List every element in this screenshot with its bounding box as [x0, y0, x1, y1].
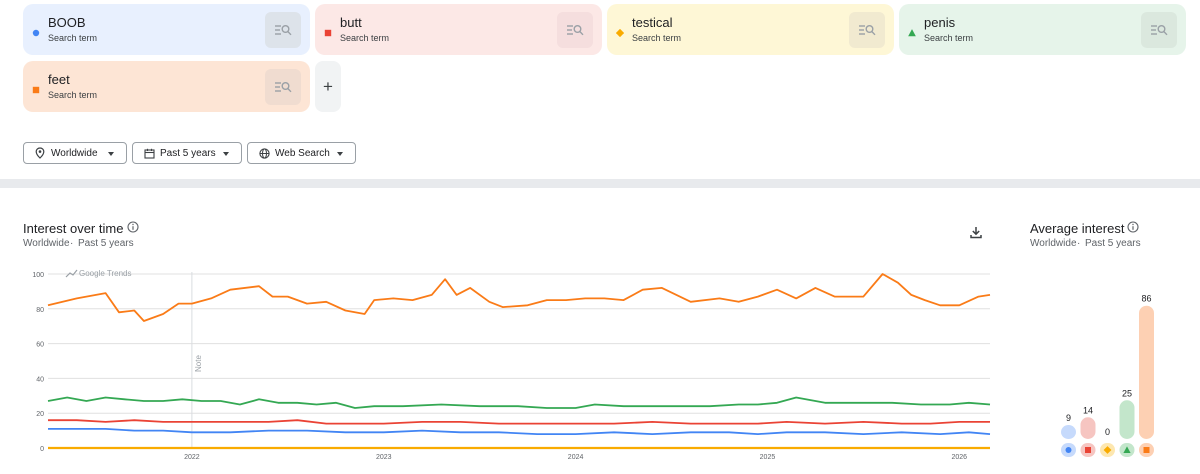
bar-value-label: 86: [1141, 294, 1151, 304]
average-bar-boob[interactable]: [1061, 425, 1076, 439]
x-tick-label: 2022: [184, 454, 200, 461]
square-shape: [324, 29, 332, 37]
download-icon[interactable]: [969, 225, 983, 239]
term-subtitle: Search term: [48, 90, 98, 100]
interest-subtitle-location: Worldwide: [23, 238, 70, 249]
square-icon: [32, 81, 40, 94]
y-tick-label: 60: [36, 342, 44, 349]
term-name: butt: [340, 15, 362, 30]
average-bar-feet[interactable]: [1139, 305, 1154, 439]
info-icon[interactable]: [127, 221, 139, 233]
chevron-down-icon: [337, 152, 343, 156]
interest-over-time-title: Interest over time: [23, 221, 124, 236]
diamond-shape: [615, 28, 625, 38]
trend-icon: [65, 269, 78, 278]
term-card-penis[interactable]: penis Search term: [899, 4, 1186, 55]
square-shape: [32, 86, 40, 94]
square-icon: [324, 24, 332, 37]
bar-value-label: 14: [1083, 405, 1093, 415]
compare-lines-search-icon: [275, 82, 292, 93]
square-icon: [1085, 447, 1091, 453]
interest-subtitle-separator: ·: [70, 238, 74, 249]
chevron-down-icon: [108, 152, 114, 156]
average-subtitle-separator: ·: [1077, 238, 1081, 249]
average-bar-penis[interactable]: [1119, 400, 1135, 439]
bar-value-label: 25: [1122, 388, 1132, 398]
note-label[interactable]: Note: [194, 355, 203, 372]
series-line-feet[interactable]: [47, 273, 991, 322]
compare-lines-search-icon: [1151, 25, 1168, 36]
interest-over-time-chart[interactable]: 0 20 40 60 80 100 Note Google Trends 2022 2023 202…: [0, 262, 1000, 474]
compare-search-button[interactable]: [849, 12, 885, 48]
term-name: feet: [48, 72, 70, 87]
time-filter-label: Past 5 years: [160, 147, 216, 159]
section-divider: [0, 179, 1200, 188]
y-tick-label: 80: [36, 307, 44, 314]
term-name: testical: [632, 15, 673, 30]
series-line-boob[interactable]: [48, 428, 991, 435]
circle-icon: [32, 24, 40, 37]
compare-search-button[interactable]: [265, 69, 301, 105]
y-tick-label: 40: [36, 376, 44, 383]
google-trends-watermark: Google Trends: [65, 269, 131, 278]
globe-icon: [258, 147, 270, 159]
x-tick-label: 2023: [376, 454, 392, 461]
y-tick-label: 100: [32, 272, 44, 279]
property-filter-label: Web Search: [275, 147, 330, 159]
term-subtitle: Search term: [340, 33, 390, 43]
term-card-feet[interactable]: feet Search term: [23, 61, 310, 112]
bar-value-label: 0: [1105, 427, 1110, 437]
term-subtitle: Search term: [924, 33, 974, 43]
triangle-shape: [908, 29, 916, 37]
triangle-icon: [1123, 446, 1131, 453]
y-tick-label: 0: [40, 446, 44, 453]
average-subtitle-time: Past 5 years: [1085, 238, 1141, 249]
circle-shape: [32, 29, 40, 37]
series-line-penis[interactable]: [47, 396, 991, 409]
x-tick-label: 2024: [568, 454, 584, 461]
term-subtitle: Search term: [48, 33, 98, 43]
triangle-icon: [908, 24, 916, 37]
term-card-butt[interactable]: butt Search term: [315, 4, 602, 55]
location-filter[interactable]: Worldwide: [23, 142, 127, 164]
compare-search-button[interactable]: [557, 12, 593, 48]
add-term-button[interactable]: +: [315, 61, 341, 112]
y-tick-label: 20: [36, 411, 44, 418]
term-subtitle: Search term: [632, 33, 682, 43]
interest-subtitle-time: Past 5 years: [78, 238, 134, 249]
property-filter[interactable]: Web Search: [247, 142, 356, 164]
term-card-testical[interactable]: testical Search term: [607, 4, 894, 55]
location-pin-icon: [34, 147, 46, 159]
compare-search-button[interactable]: [1141, 12, 1177, 48]
average-subtitle-location: Worldwide: [1030, 238, 1077, 249]
chevron-down-icon: [223, 152, 229, 156]
diamond-icon: [1103, 446, 1112, 454]
watermark-text: Google Trends: [79, 269, 131, 278]
term-name: BOOB: [48, 15, 86, 30]
search-terms: BOOB Search term butt Search term testic…: [0, 0, 1200, 120]
compare-search-button[interactable]: [265, 12, 301, 48]
x-tick-label: 2025: [760, 454, 776, 461]
average-interest-title: Average interest: [1030, 221, 1125, 236]
location-filter-label: Worldwide: [51, 147, 98, 159]
circle-icon: [1065, 447, 1072, 453]
term-card-boob[interactable]: BOOB Search term: [23, 4, 310, 55]
average-interest-chart[interactable]: 9 14 0 25 86: [1050, 262, 1200, 474]
compare-lines-search-icon: [567, 25, 584, 36]
term-name: penis: [924, 15, 956, 30]
bar-value-label: 9: [1066, 413, 1071, 423]
x-tick-label: 2026: [952, 454, 968, 461]
info-icon[interactable]: [1127, 221, 1139, 233]
calendar-icon: [143, 147, 155, 159]
compare-lines-search-icon: [859, 25, 876, 36]
square-icon: [1143, 447, 1150, 453]
average-bar-butt[interactable]: [1080, 417, 1096, 439]
series-line-butt[interactable]: [48, 419, 990, 425]
time-filter[interactable]: Past 5 years: [132, 142, 242, 164]
diamond-icon: [615, 24, 625, 38]
compare-lines-search-icon: [275, 25, 292, 36]
